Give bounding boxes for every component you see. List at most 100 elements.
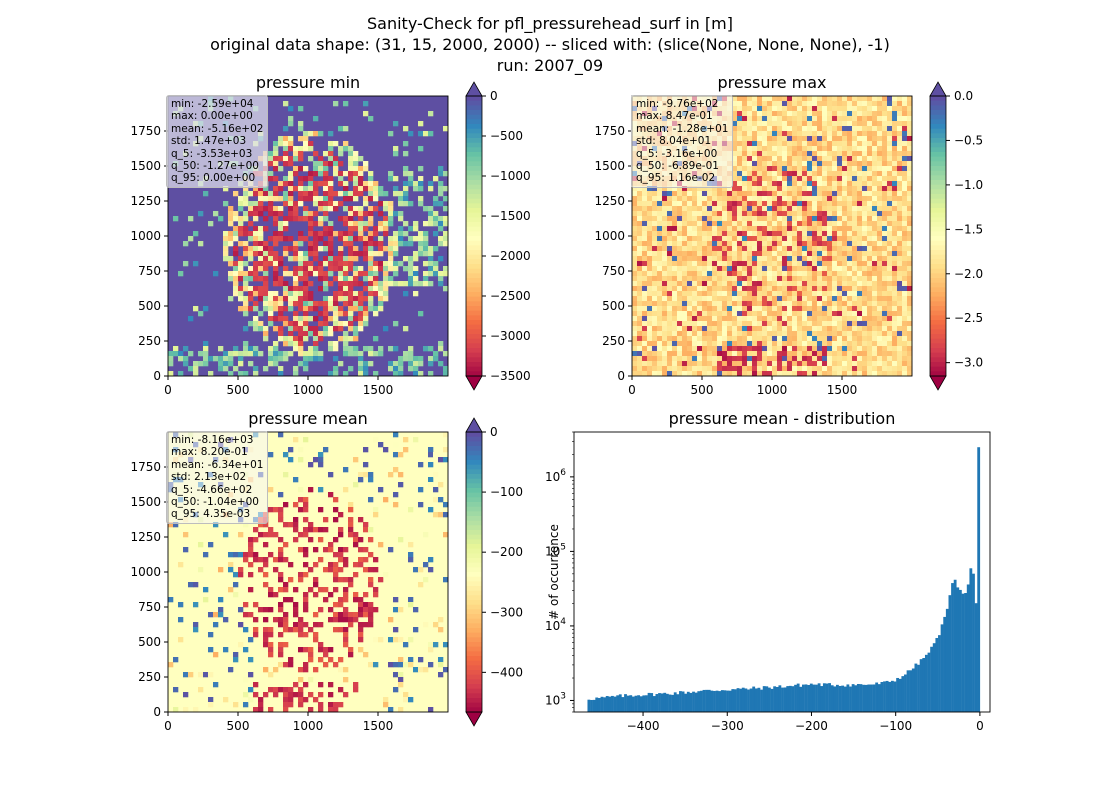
colorbar-segment — [466, 357, 482, 363]
map-cell — [313, 201, 319, 207]
map-cell — [213, 682, 219, 688]
map-cell — [353, 276, 359, 282]
map-cell — [333, 326, 339, 332]
map-cell — [682, 226, 688, 232]
map-cell — [762, 291, 768, 297]
map-cell — [857, 261, 863, 267]
map-cell — [657, 211, 663, 217]
map-cell — [797, 241, 803, 247]
map-cell — [682, 191, 688, 197]
map-cell — [657, 366, 663, 372]
map-cell — [198, 311, 204, 317]
map-cell — [318, 692, 324, 698]
map-cell — [278, 141, 284, 147]
map-cell — [752, 271, 758, 277]
map-cell — [722, 351, 728, 357]
colorbar-segment — [466, 250, 482, 256]
map-cell — [333, 572, 339, 578]
map-cell — [882, 316, 888, 322]
map-cell — [687, 241, 693, 247]
map-cell — [862, 201, 868, 207]
map-cell — [792, 251, 798, 257]
map-cell — [682, 231, 688, 237]
map-cell — [887, 371, 893, 377]
map-cell — [812, 201, 818, 207]
map-cell — [642, 216, 648, 222]
map-cell — [258, 291, 264, 297]
map-cell — [892, 371, 898, 377]
map-cell — [642, 296, 648, 302]
map-cell — [872, 251, 878, 257]
map-cell — [647, 276, 653, 282]
map-cell — [797, 291, 803, 297]
map-cell — [862, 241, 868, 247]
map-cell — [777, 186, 783, 192]
map-cell — [762, 216, 768, 222]
map-cell — [657, 276, 663, 282]
map-cell — [253, 241, 259, 247]
map-cell — [812, 206, 818, 212]
map-cell — [832, 266, 838, 272]
map-cell — [647, 291, 653, 297]
map-cell — [857, 271, 863, 277]
map-cell — [308, 221, 314, 227]
map-cell — [877, 206, 883, 212]
colorbar-segment — [930, 110, 946, 116]
map-cell — [792, 221, 798, 227]
map-cell — [672, 201, 678, 207]
map-cell — [258, 296, 264, 302]
map-cell — [348, 196, 354, 202]
map-cell — [368, 216, 374, 222]
map-cell — [702, 341, 708, 347]
map-cell — [343, 101, 349, 107]
map-cell — [647, 346, 653, 352]
map-cell — [882, 371, 888, 377]
map-cell — [353, 296, 359, 302]
map-cell — [318, 707, 324, 713]
map-cell — [273, 356, 279, 362]
map-cell — [872, 226, 878, 232]
map-cell — [223, 532, 229, 538]
map-cell — [732, 96, 738, 102]
colorbar-tick-label: 0 — [490, 89, 498, 103]
map-cell — [318, 336, 324, 342]
map-cell — [902, 166, 908, 172]
map-cell — [233, 281, 239, 287]
map-cell — [318, 682, 324, 688]
map-cell — [388, 266, 394, 272]
map-cell — [737, 196, 743, 202]
map-cell — [313, 181, 319, 187]
map-cell — [892, 161, 898, 167]
map-cell — [333, 141, 339, 147]
map-cell — [283, 291, 289, 297]
map-cell — [378, 221, 384, 227]
map-cell — [877, 316, 883, 322]
map-cell — [323, 662, 329, 668]
colorbar-tick-label: 0.0 — [954, 89, 973, 103]
map-cell — [842, 211, 848, 217]
map-cell — [662, 236, 668, 242]
map-cell — [727, 261, 733, 267]
map-cell — [787, 371, 793, 377]
map-cell — [792, 306, 798, 312]
map-cell — [298, 577, 304, 583]
map-cell — [418, 181, 424, 187]
colorbar-segment — [930, 133, 946, 139]
map-cell — [348, 366, 354, 372]
map-cell — [897, 226, 903, 232]
map-cell — [637, 276, 643, 282]
map-cell — [333, 206, 339, 212]
map-cell — [188, 351, 194, 357]
map-cell — [652, 211, 658, 217]
map-cell — [727, 191, 733, 197]
map-cell — [368, 211, 374, 217]
map-cell — [857, 371, 863, 377]
map-cell — [847, 281, 853, 287]
map-cell — [907, 326, 913, 332]
map-cell — [667, 246, 673, 252]
map-cell — [383, 221, 389, 227]
map-cell — [338, 567, 344, 573]
map-cell — [652, 246, 658, 252]
map-cell — [877, 166, 883, 172]
map-cell — [657, 236, 663, 242]
